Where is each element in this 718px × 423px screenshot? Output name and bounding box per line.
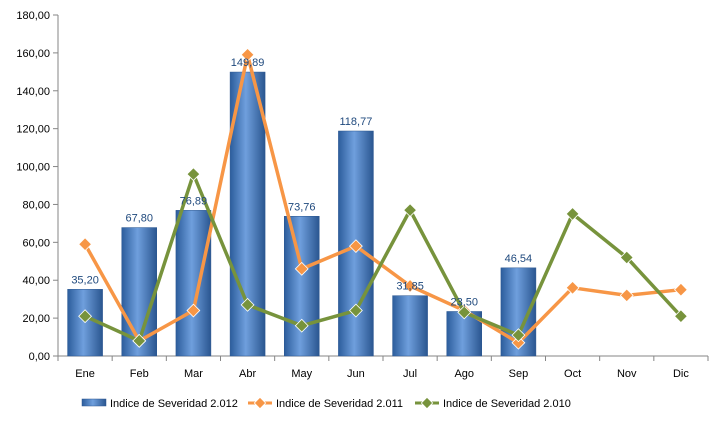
- bar-data-label: 73,76: [288, 201, 316, 213]
- x-tick-label: Jul: [403, 368, 417, 380]
- bar-data-label: 118,77: [340, 116, 373, 128]
- series-point: [240, 297, 255, 312]
- axes: 0,00 20,00 40,00 60,00 80,00 100,00 120,00 140,…: [16, 10, 709, 380]
- y-tick-label: 20,00: [22, 313, 50, 325]
- x-tick-label: Oct: [564, 368, 581, 380]
- series-line: [83, 53, 682, 345]
- y-tick-label: 180,00: [16, 10, 50, 22]
- y-tick-label: 140,00: [16, 86, 50, 98]
- bar-data-label: 35,20: [71, 274, 99, 286]
- bar-data-label: 76,89: [180, 195, 208, 207]
- series-point: [565, 206, 580, 221]
- bar-data-label: 149,89: [231, 57, 265, 69]
- series-point: [294, 261, 309, 276]
- series-point: [240, 47, 255, 62]
- y-tick-label: 60,00: [22, 237, 50, 249]
- series-point: [348, 239, 363, 254]
- bar-data-label: 23,50: [450, 296, 478, 308]
- x-tick-label: Sep: [509, 368, 529, 380]
- y-tick-label: 120,00: [16, 124, 50, 136]
- y-tick-label: 160,00: [16, 48, 50, 60]
- line-series: [78, 47, 688, 350]
- legend-marker: [253, 396, 267, 410]
- bar-series: [67, 71, 537, 357]
- series-point: [78, 309, 93, 324]
- series-point: [403, 278, 418, 293]
- y-tick-label: 80,00: [22, 199, 50, 211]
- bar: [284, 216, 320, 357]
- x-tick-label: Ene: [75, 368, 95, 380]
- bar-data-label: 67,80: [125, 213, 153, 225]
- series-point: [186, 167, 201, 182]
- bar-data-label: 31,85: [396, 281, 424, 293]
- data-labels: 35,20 67,80 76,89 149,89 73,76 118,77 31,85 23,…: [71, 57, 532, 308]
- x-tick-label: Nov: [617, 368, 637, 380]
- legend-label: Indice de Severidad 2.012: [110, 398, 238, 410]
- x-tick-label: Dic: [673, 368, 689, 380]
- x-tick-label: Feb: [130, 368, 149, 380]
- legend-marker: [420, 396, 434, 410]
- bar-data-label: 46,54: [505, 253, 533, 265]
- series-point: [511, 328, 526, 343]
- series-point: [78, 237, 93, 252]
- series-point: [132, 333, 147, 348]
- series-point: [348, 303, 363, 318]
- y-tick-label: 40,00: [22, 275, 50, 287]
- y-tick-label: 100,00: [16, 162, 50, 174]
- series-point: [186, 303, 201, 318]
- series-point: [673, 309, 688, 324]
- series-point: [403, 203, 418, 218]
- bar: [175, 210, 212, 357]
- x-tick-label: Mar: [184, 368, 203, 380]
- series-point: [511, 335, 526, 350]
- x-tick-label: Ago: [454, 368, 474, 380]
- y-tick-label: 0,00: [29, 351, 50, 363]
- x-tick-label: Jun: [347, 368, 365, 380]
- x-tick-label: May: [291, 368, 312, 380]
- series-point: [457, 305, 472, 320]
- series-point: [565, 280, 580, 295]
- bar: [392, 295, 428, 357]
- x-tick-label: Abr: [239, 368, 256, 380]
- legend: Indice de Severidad 2.012 Indice de Sever…: [81, 396, 571, 410]
- series-point: [294, 318, 309, 333]
- series-point: [619, 250, 634, 265]
- legend-label: Indice de Severidad 2.010: [443, 398, 571, 410]
- legend-swatch: [81, 398, 107, 407]
- legend-label: Indice de Severidad 2.011: [276, 398, 403, 410]
- series-line: [84, 172, 683, 343]
- series-point: [673, 282, 688, 297]
- series-point: [619, 288, 634, 303]
